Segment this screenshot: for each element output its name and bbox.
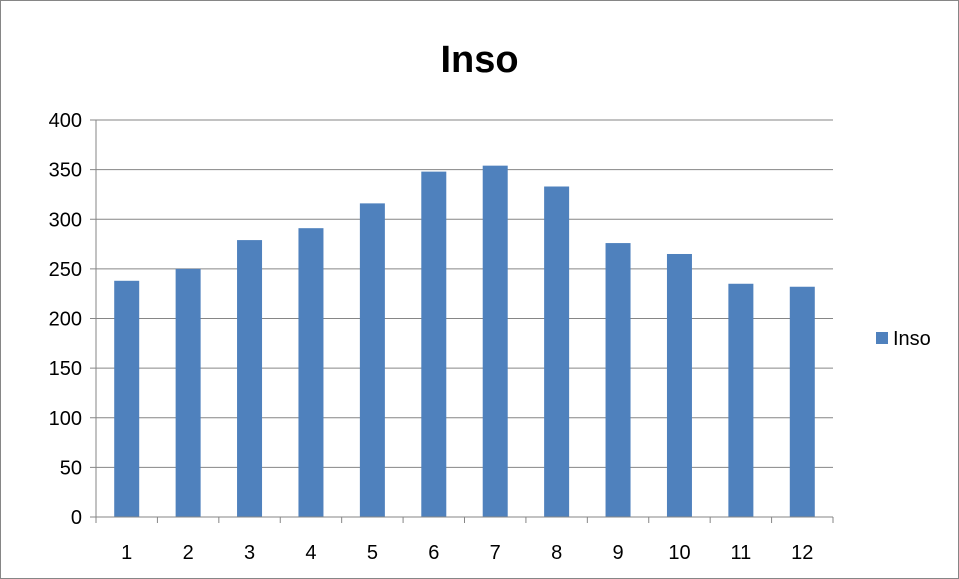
y-tick-label: 150	[49, 358, 82, 380]
gridlines	[96, 119, 833, 468]
bars	[114, 165, 815, 518]
bar	[114, 280, 140, 517]
bar	[605, 243, 631, 517]
bar	[237, 240, 263, 517]
x-tick-label: 12	[791, 542, 813, 564]
bar	[544, 186, 570, 517]
x-tick-label: 7	[490, 542, 501, 564]
x-tick-label: 3	[244, 542, 255, 564]
x-tick-label: 10	[668, 542, 690, 564]
x-tick-label: 5	[367, 542, 378, 564]
bar	[482, 165, 508, 517]
y-tick-label: 300	[49, 209, 82, 231]
legend: Inso	[876, 328, 931, 350]
y-tick-label: 400	[49, 110, 82, 132]
bar	[666, 253, 692, 518]
x-tick-label: 6	[428, 542, 439, 564]
y-tick-label: 350	[49, 160, 82, 182]
bar	[421, 171, 447, 518]
legend-swatch	[876, 332, 888, 344]
bar	[359, 203, 385, 517]
y-tick-label: 250	[49, 259, 82, 281]
x-tick-label: 1	[121, 542, 132, 564]
bar	[175, 268, 201, 517]
y-tick-label: 0	[71, 507, 82, 529]
bar	[298, 228, 324, 517]
y-tick-label: 50	[60, 457, 82, 479]
y-tick-label: 100	[49, 408, 82, 430]
legend-label: Inso	[893, 328, 931, 350]
x-tick-label: 9	[612, 542, 623, 564]
x-tick-label: 2	[183, 542, 194, 564]
chart-title: Inso	[440, 39, 519, 81]
bar	[789, 286, 815, 517]
x-tick-label: 8	[551, 542, 562, 564]
x-tick-label: 11	[730, 542, 751, 564]
x-tick-label: 4	[305, 542, 316, 564]
y-tick-label: 200	[49, 309, 82, 331]
bar	[728, 283, 754, 517]
